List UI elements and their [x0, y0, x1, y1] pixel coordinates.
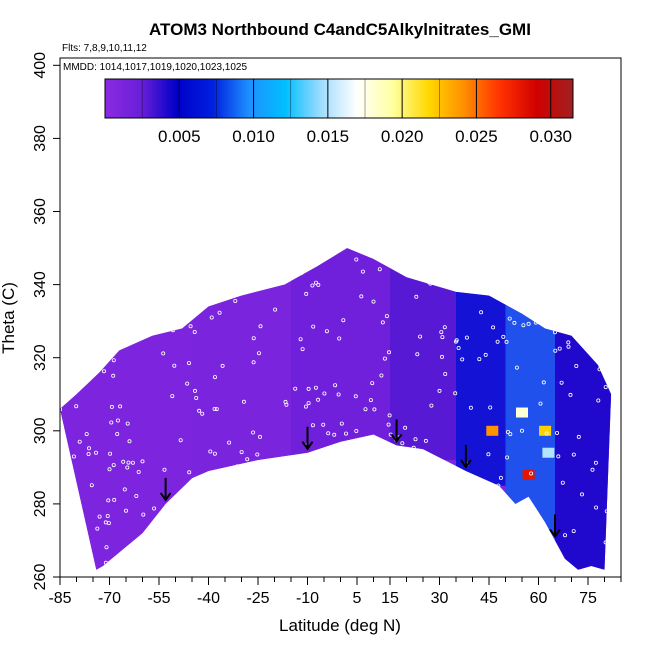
hotspot-3: [516, 407, 528, 418]
chart-title: ATOM3 Northbound C4andC5Alkylnitrates_GM…: [149, 20, 531, 39]
x-tick-label: 75: [579, 590, 597, 607]
colorbar-tick-label: 0.020: [381, 127, 424, 146]
y-axis-title: Theta (C): [0, 282, 18, 354]
field-region-2: [291, 248, 390, 457]
x-tick-label: 45: [480, 590, 498, 607]
hotspot-0: [486, 425, 499, 436]
surface-arrow: [460, 445, 472, 469]
hotspot-2: [539, 425, 552, 436]
y-tick-label: 380: [32, 125, 49, 152]
colorbar-tick-label: 0.030: [529, 127, 572, 146]
y-tick-label: 400: [32, 52, 49, 79]
field-region-6: [555, 321, 612, 570]
colorbar-tick-label: 0.005: [158, 127, 201, 146]
surface-arrow: [390, 419, 403, 444]
x-tick-label: -85: [48, 590, 71, 607]
surface-arrow: [549, 514, 561, 539]
y-tick-label: 320: [32, 344, 49, 371]
surface-arrow: [301, 426, 314, 451]
colorbar-tick-label: 0.025: [455, 127, 498, 146]
field-region-4: [456, 284, 506, 486]
dates-note: MMDD: 1014,1017,1019,1020,1023,1025: [63, 62, 247, 73]
hotspot-1: [522, 469, 535, 480]
y-tick-label: 260: [32, 564, 49, 591]
y-tick-label: 280: [32, 490, 49, 517]
surface-arrows: [159, 419, 561, 539]
x-axis: -85 -70 -55 -40 -25 -10 5 15 30 45 60 75: [48, 577, 622, 607]
y-tick-label: 300: [32, 417, 49, 444]
x-tick-label: -40: [197, 590, 220, 607]
x-tick-label: -55: [147, 590, 170, 607]
x-tick-label: 5: [353, 590, 362, 607]
field-region-0: [60, 302, 192, 570]
y-tick-label: 340: [32, 271, 49, 298]
colorbar-tick-label: 0.015: [307, 127, 350, 146]
surface-arrow: [159, 477, 172, 502]
x-tick-label: 30: [431, 590, 449, 607]
x-tick-label: 15: [381, 590, 399, 607]
x-tick-label: -25: [246, 590, 269, 607]
y-tick-label: 360: [32, 198, 49, 225]
hotspot-4: [542, 447, 555, 458]
x-axis-title: Latitude (deg N): [279, 616, 401, 635]
colorbar-gradient: [104, 78, 574, 119]
x-tick-label: -70: [98, 590, 121, 607]
flights-note: Flts: 7,8,9,10,11,12: [62, 43, 147, 54]
field-region-1: [192, 284, 291, 475]
x-tick-label: 60: [530, 590, 548, 607]
y-axis: 260 280 300 320 340 360 380 400: [32, 52, 60, 590]
colorbar: 0.005 0.010 0.015 0.020 0.025 0.030: [104, 78, 574, 146]
field-region-3: [390, 266, 456, 461]
x-tick-label: -10: [296, 590, 319, 607]
colorbar-tick-label: 0.010: [232, 127, 275, 146]
